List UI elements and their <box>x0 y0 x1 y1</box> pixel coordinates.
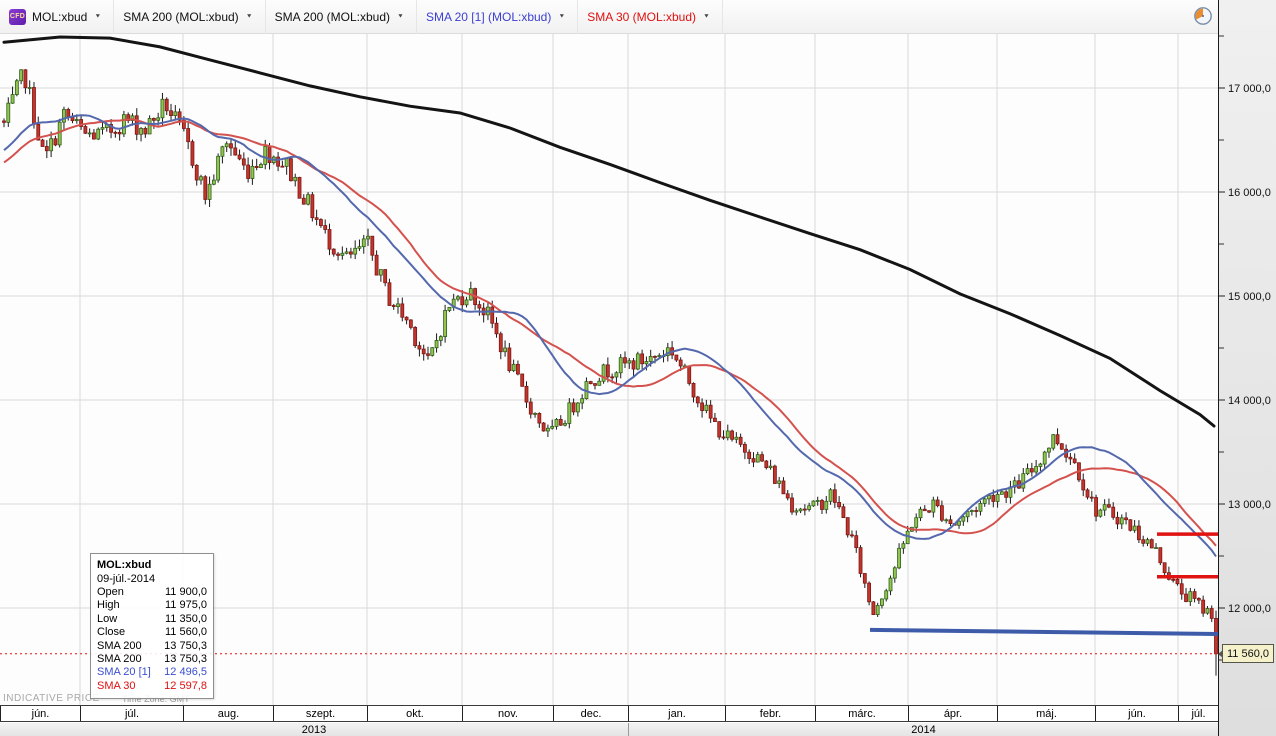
sma-200-line <box>2 35 1216 428</box>
toolbar-item-label: SMA 200 (MOL:xbud) <box>274 9 391 24</box>
svg-text:16 000,0: 16 000,0 <box>1228 187 1271 199</box>
x-axis-year-label: 2014 <box>628 723 1218 736</box>
toolbar-item-label: SMA 30 (MOL:xbud) <box>587 9 696 24</box>
candle-bodies <box>2 69 1218 655</box>
x-axis-month-label: febr. <box>725 706 815 721</box>
x-axis-month-label: szept. <box>273 706 367 721</box>
chevron-down-icon: ▼ <box>397 13 404 20</box>
svg-text:13 000,0: 13 000,0 <box>1228 499 1271 511</box>
chevron-down-icon: ▼ <box>703 13 710 20</box>
tooltip-row: SMA 20 [1] 12 496,5 <box>97 666 207 679</box>
tooltip-row: SMA 30 12 597,8 <box>97 679 207 692</box>
price-axis-ticks: 17 000,0 16 000,0 15 000,0 14 000,0 13 000,0… <box>1219 35 1271 661</box>
chart-toolbar: CFD MOL:xbud ▼ SMA 200 (MOL:xbud) ▼ SMA 200 (… <box>0 0 1218 34</box>
svg-text:14 000,0: 14 000,0 <box>1228 395 1271 407</box>
x-axis-month-label: jan. <box>628 706 725 721</box>
tooltip-date: 09-júl.-2014 <box>97 573 156 585</box>
toolbar-dropdown-study-3[interactable]: SMA 20 [1] (MOL:xbud) ▼ <box>417 0 579 34</box>
x-axis-month-label: okt. <box>367 706 462 721</box>
indicative-price-watermark: INDICATIVE PRICE <box>3 693 100 704</box>
toolbar-dropdown-study-1[interactable]: SMA 200 (MOL:xbud) ▼ <box>114 0 266 34</box>
cfd-instrument-icon: CFD <box>9 8 26 25</box>
ohlc-tooltip: MOL:xbud 09-júl.-2014 Open 11 900,0 High 11… <box>90 553 214 700</box>
x-axis-month-label: ápr. <box>908 706 997 721</box>
toolbar-dropdown-study-4[interactable]: SMA 30 (MOL:xbud) ▼ <box>578 0 723 34</box>
tooltip-symbol: MOL:xbud <box>97 559 152 571</box>
toolbar-item-label: SMA 20 [1] (MOL:xbud) <box>425 9 552 24</box>
x-axis-year-label: 2013 <box>301 723 327 736</box>
svg-text:12 000,0: 12 000,0 <box>1228 603 1271 615</box>
svg-text:15 000,0: 15 000,0 <box>1228 291 1271 303</box>
x-axis-months: jún. júl. aug. szept. okt. nov. dec. jan. febr. m… <box>0 705 1218 722</box>
x-axis-month-label: máj. <box>997 706 1095 721</box>
sma-30-line <box>3 118 1217 547</box>
tooltip-row: SMA 200 13 750,3 <box>97 639 207 652</box>
chevron-down-icon: ▼ <box>558 13 566 20</box>
x-axis-years: 2013 2014 <box>0 723 1218 736</box>
x-axis-month-label: júl. <box>1178 706 1218 721</box>
tooltip-row: High 11 975,0 <box>97 599 207 612</box>
price-axis-panel[interactable]: 17 000,0 16 000,0 15 000,0 14 000,0 13 000,0… <box>1218 0 1276 736</box>
x-axis-month-label: aug. <box>183 706 273 721</box>
x-axis-month-label: jún. <box>0 706 80 721</box>
chevron-down-icon: ▼ <box>245 13 253 20</box>
x-axis-month-label: nov. <box>462 706 553 721</box>
x-axis-month-label: jún. <box>1095 706 1178 721</box>
toolbar-item-label: MOL:xbud <box>32 9 88 24</box>
toolbar-dropdown-study-2[interactable]: SMA 200 (MOL:xbud) ▼ <box>266 0 417 34</box>
delayed-data-clock-icon <box>1194 7 1212 25</box>
chevron-down-icon: ▼ <box>94 13 102 20</box>
last-price-badge: 11 560,0 <box>1218 644 1274 663</box>
support-trend-line <box>869 627 1218 636</box>
toolbar-dropdown-instrument[interactable]: CFD MOL:xbud ▼ <box>0 0 115 34</box>
tooltip-row: SMA 200 13 750,3 <box>97 653 207 666</box>
x-axis-month-label: júl. <box>80 706 183 721</box>
tooltip-row: Low 11 350,0 <box>97 612 207 625</box>
x-axis-month-label: dec. <box>553 706 628 721</box>
tooltip-row: Close 11 560,0 <box>97 626 207 639</box>
svg-text:17 000,0: 17 000,0 <box>1228 83 1271 95</box>
tooltip-row: Open 11 900,0 <box>97 586 207 598</box>
x-axis-month-label: márc. <box>815 706 908 721</box>
toolbar-item-label: SMA 200 (MOL:xbud) <box>123 9 239 24</box>
sma-20-line <box>3 114 1217 557</box>
